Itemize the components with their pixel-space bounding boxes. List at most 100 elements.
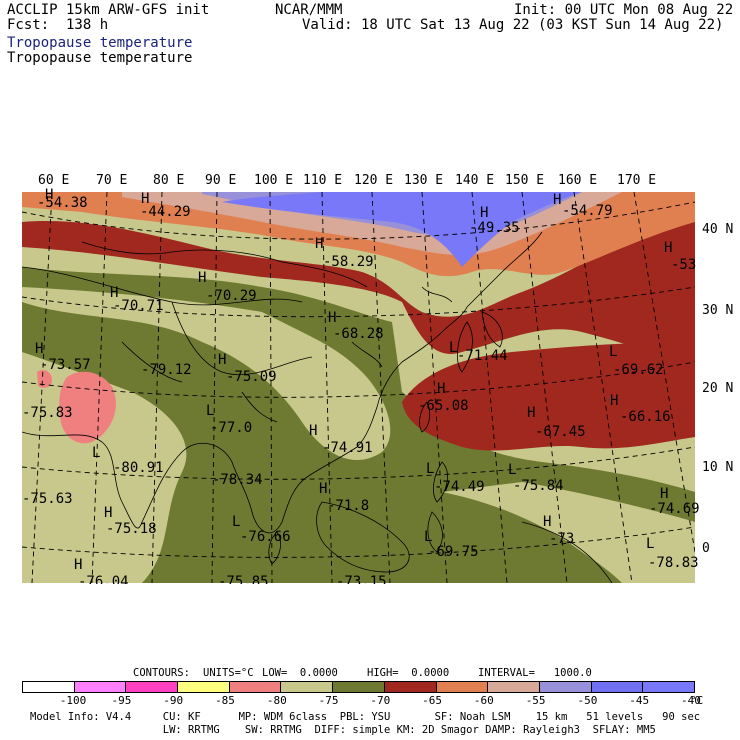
extremum-value: -73.57 xyxy=(40,357,91,373)
color-scale-unit: °C xyxy=(690,694,704,707)
extremum-symbol: H xyxy=(480,205,489,221)
extremum-value: -71.44 xyxy=(457,348,508,364)
extremum-symbol: H xyxy=(45,187,54,203)
lon-label: 140 E xyxy=(455,173,495,188)
lon-label: 70 E xyxy=(96,173,128,188)
extremum-value: -74.49 xyxy=(434,479,485,495)
extremum-value: -69.75 xyxy=(428,544,479,560)
extremum-value: -79.12 xyxy=(141,362,192,378)
color-swatch xyxy=(643,682,694,692)
extremum-symbol: L xyxy=(426,461,435,477)
extremum-symbol: L xyxy=(92,445,101,461)
field-salmon-patch xyxy=(37,369,52,388)
field-olive-light-pacific xyxy=(442,482,695,583)
extremum-value: -71.8 xyxy=(327,498,370,514)
extremum-value: -74.91 xyxy=(322,440,373,456)
lat-label: 40 N xyxy=(702,222,734,237)
lon-label: 160 E xyxy=(558,173,598,188)
field-olive-light-west xyxy=(22,287,391,461)
lon-label: 150 E xyxy=(505,173,545,188)
extremum-value: -78.34 xyxy=(212,472,263,488)
extremum-value: -68.28 xyxy=(333,326,384,342)
extremum-symbol: H xyxy=(664,240,673,256)
lon-label: 120 E xyxy=(354,173,394,188)
org-label: NCAR/MMM xyxy=(275,2,343,18)
contours-label: CONTOURS: xyxy=(133,667,190,679)
extremum-symbol: H xyxy=(543,514,552,530)
extremum-value: -75.84 xyxy=(513,478,564,494)
extremum-symbol: L xyxy=(646,536,655,552)
lon-label: 80 E xyxy=(153,173,185,188)
extremum-symbol: H xyxy=(309,423,318,439)
color-scale-tick: -75 xyxy=(318,694,339,707)
color-scale-tick: -55 xyxy=(525,694,546,707)
color-scale-tick: -60 xyxy=(473,694,494,707)
extremum-symbol: H xyxy=(553,192,562,208)
extremum-symbol: H xyxy=(660,486,669,502)
extremum-value: -73 xyxy=(549,531,575,547)
color-swatch xyxy=(281,682,334,692)
color-swatch xyxy=(229,682,282,692)
extremum-symbol: H xyxy=(527,405,536,421)
color-scale-tick: -95 xyxy=(111,694,132,707)
extremum-symbol: H xyxy=(437,381,446,397)
lon-label: 110 E xyxy=(303,173,343,188)
extremum-value: -75.09 xyxy=(226,369,277,385)
extremum-value: -77.0 xyxy=(210,420,253,436)
extremum-value: -53 xyxy=(671,257,697,273)
extremum-symbol: L xyxy=(424,529,433,545)
color-swatch xyxy=(488,682,540,692)
extremum-symbol: H xyxy=(319,481,328,497)
color-swatch xyxy=(436,682,489,692)
color-swatch xyxy=(539,682,592,692)
extremum-value: -66.16 xyxy=(620,409,671,425)
color-swatch xyxy=(333,682,385,692)
field-red-north xyxy=(22,221,695,362)
extremum-symbol: L xyxy=(206,403,215,419)
color-scale-tick: -65 xyxy=(422,694,443,707)
lon-label: 100 E xyxy=(254,173,294,188)
lon-label: 90 E xyxy=(205,173,237,188)
extremum-value: -74.69 xyxy=(649,501,700,517)
lat-label: 30 N xyxy=(702,303,734,318)
graticule xyxy=(22,192,695,583)
extremum-value: -75.63 xyxy=(22,491,73,507)
color-swatch xyxy=(74,682,127,692)
lon-label: 60 E xyxy=(38,173,70,188)
color-scale-tick: -80 xyxy=(266,694,287,707)
coastlines xyxy=(22,231,613,583)
init-time: Init: 00 UTC Mon 08 Aug 22 xyxy=(514,2,734,18)
color-scale-tick: -100 xyxy=(59,694,87,707)
interval-label: INTERVAL= 1000.0 xyxy=(478,667,592,679)
color-scale-bar xyxy=(22,681,695,693)
color-swatch xyxy=(126,682,179,692)
extremum-symbol: L xyxy=(449,340,458,356)
extremum-symbol: H xyxy=(198,270,207,286)
color-scale-tick: -50 xyxy=(577,694,598,707)
extremum-value: -44.29 xyxy=(140,204,191,220)
low-label: LOW= 0.0000 xyxy=(262,667,338,679)
model-info-line2: LW: RRTMG SW: RRTMG DIFF: simple KM: 2D … xyxy=(30,724,656,736)
extremum-symbol: L xyxy=(232,514,241,530)
lon-label: 170 E xyxy=(617,173,657,188)
field-red-pacific xyxy=(402,342,695,451)
color-scale-tick: -45 xyxy=(629,694,650,707)
extremum-symbol: L xyxy=(508,462,517,478)
extremum-symbol: H xyxy=(218,352,227,368)
field-blue-core xyxy=(222,192,582,267)
extremum-symbol: H xyxy=(328,310,337,326)
lat-label: 10 N xyxy=(702,460,734,475)
color-swatch xyxy=(384,682,437,692)
field-title-1: Tropopause temperature xyxy=(7,35,193,51)
lat-label: 20 N xyxy=(702,381,734,396)
extremum-value: -69.62 xyxy=(613,362,664,378)
lon-label: 130 E xyxy=(404,173,444,188)
extremum-symbol: L xyxy=(609,344,618,360)
color-swatch xyxy=(178,682,230,692)
extremum-symbol: H xyxy=(104,505,113,521)
extremum-value: -65.08 xyxy=(418,398,469,414)
extremum-value: -58.29 xyxy=(323,254,374,270)
forecast-hour: Fcst: 138 h xyxy=(7,17,109,33)
color-scale-tick: -40 xyxy=(681,694,701,707)
color-scale-tick: -70 xyxy=(370,694,391,707)
